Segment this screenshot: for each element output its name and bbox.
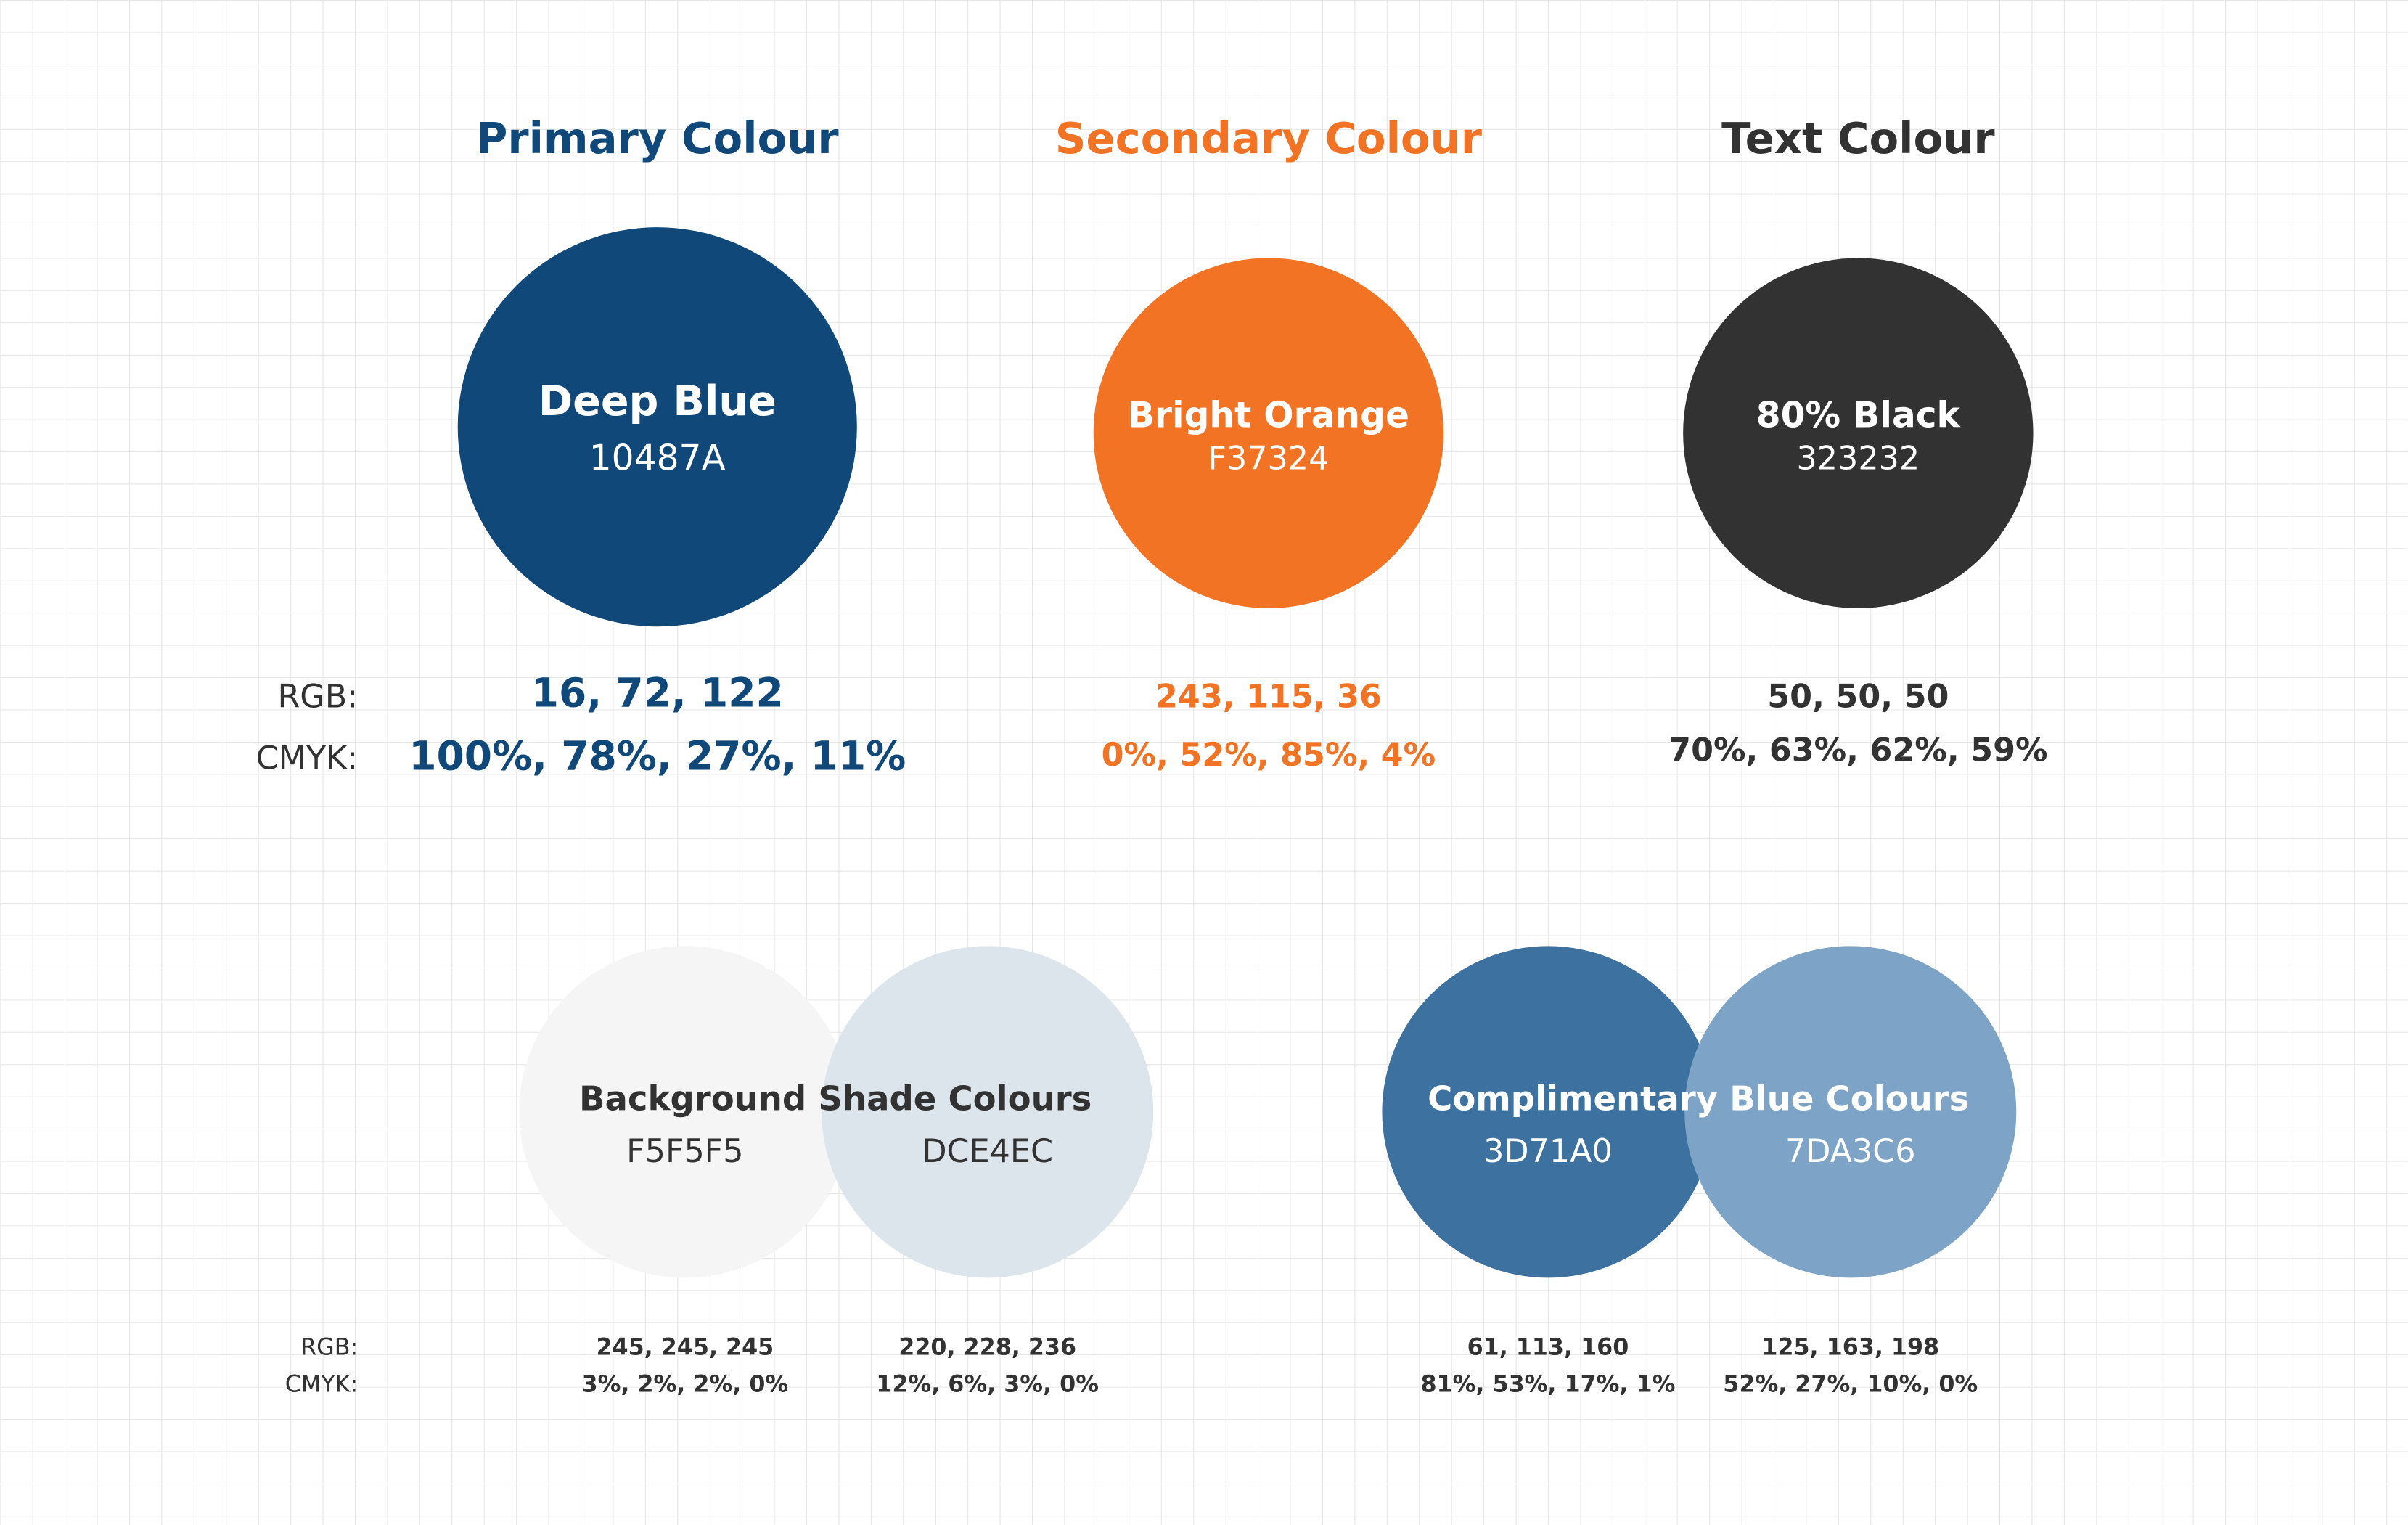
cmyk-label: CMYK:	[256, 740, 359, 777]
cmyk-value: 100%, 78%, 27%, 11%	[409, 732, 906, 779]
cmyk-value: 0%, 52%, 85%, 4%	[1102, 737, 1436, 774]
cmyk-value: 12%, 6%, 3%, 0%	[876, 1371, 1099, 1397]
swatch-name: Deep Blue	[538, 377, 777, 425]
swatch-name: Bright Orange	[1128, 396, 1409, 436]
colour-swatch	[1684, 946, 2017, 1278]
swatch-hex: 10487A	[589, 438, 726, 479]
rgb-value: 61, 113, 160	[1467, 1335, 1629, 1361]
rgb-value: 245, 245, 245	[596, 1335, 774, 1361]
section-title: Secondary Colour	[1055, 113, 1483, 163]
rgb-value: 220, 228, 236	[898, 1335, 1076, 1361]
cmyk-value: 3%, 2%, 2%, 0%	[582, 1371, 789, 1397]
rgb-value: 50, 50, 50	[1767, 679, 1949, 716]
colour-swatch	[1093, 258, 1444, 608]
rgb-label: RGB:	[300, 1335, 358, 1361]
swatch-hex: 3D71A0	[1483, 1133, 1613, 1170]
cmyk-value: 70%, 63%, 62%, 59%	[1668, 732, 2047, 769]
cmyk-value: 81%, 53%, 17%, 1%	[1420, 1371, 1675, 1397]
colour-swatch	[457, 227, 857, 627]
rgb-value: 16, 72, 122	[531, 670, 784, 716]
swatch-hex: F37324	[1208, 441, 1329, 478]
section-title: Text Colour	[1721, 113, 1995, 163]
cmyk-label: CMYK:	[285, 1371, 358, 1397]
colour-swatch	[519, 946, 851, 1278]
rgb-value: 125, 163, 198	[1761, 1335, 1939, 1361]
cmyk-value: 52%, 27%, 10%, 0%	[1723, 1371, 1978, 1397]
group-title: Complimentary Blue Colours	[1428, 1079, 1969, 1119]
swatch-name: 80% Black	[1756, 396, 1962, 436]
rgb-value: 243, 115, 36	[1155, 679, 1382, 716]
colour-swatch	[822, 946, 1154, 1278]
rgb-label: RGB:	[277, 679, 358, 716]
swatch-hex: DCE4EC	[922, 1133, 1053, 1170]
swatch-hex: F5F5F5	[626, 1133, 743, 1170]
swatch-hex: 323232	[1797, 441, 1920, 478]
swatch-hex: 7DA3C6	[1785, 1133, 1916, 1170]
section-title: Primary Colour	[476, 113, 839, 163]
group-title: Background Shade Colours	[579, 1079, 1092, 1119]
colour-swatch	[1683, 258, 2034, 608]
colour-swatch	[1382, 946, 1714, 1278]
